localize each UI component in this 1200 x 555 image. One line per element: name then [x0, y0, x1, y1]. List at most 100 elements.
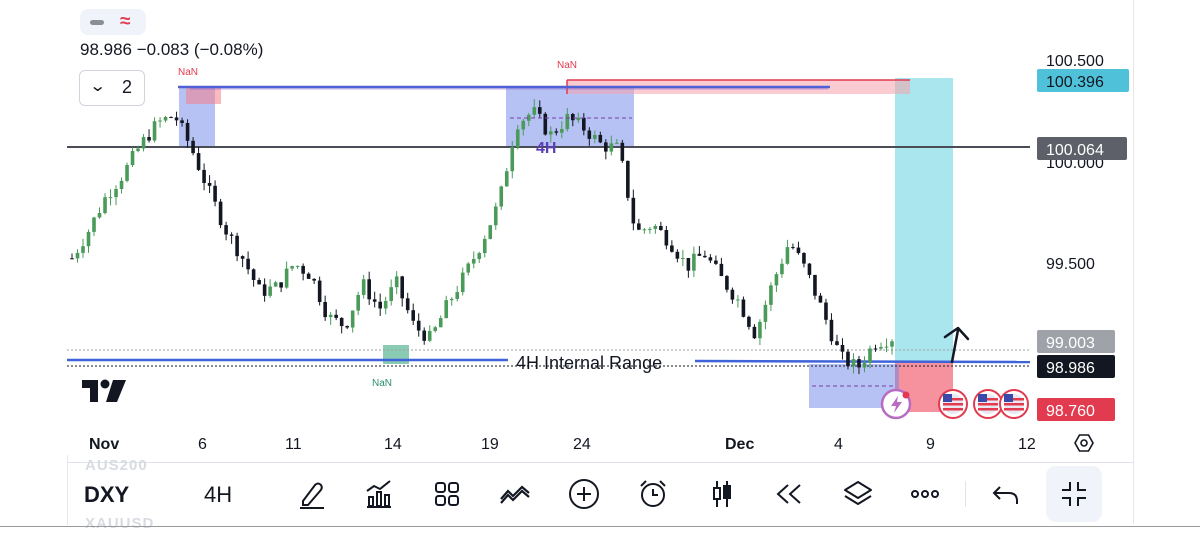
candle-body: [686, 257, 691, 271]
candle-body: [323, 301, 327, 318]
badge-100396[interactable]: 100.396: [1037, 69, 1129, 92]
more-options-icon[interactable]: [908, 477, 942, 511]
indicator-visibility-toggle[interactable]: ≈: [80, 9, 146, 35]
add-plus-icon[interactable]: [567, 477, 601, 511]
bottom-toolbar: AUS200 DXY XAUUSD 4H: [67, 457, 1133, 532]
badge-98986[interactable]: 98.986: [1037, 355, 1115, 378]
symbol-button[interactable]: DXY: [84, 482, 130, 507]
candle-body: [169, 117, 173, 119]
candle-body: [565, 114, 570, 130]
order-block-left-red[interactable]: [186, 88, 221, 104]
candle-body: [587, 130, 592, 139]
long-position-target-zone[interactable]: [895, 78, 953, 362]
candle-body: [763, 304, 768, 322]
candle-body: [438, 318, 443, 328]
indicators-icon[interactable]: [362, 477, 396, 511]
flash-event-icon[interactable]: [880, 388, 912, 420]
candle-body: [372, 299, 377, 302]
candle-body: [736, 299, 740, 301]
screenshot-divider: [0, 526, 1200, 527]
candle-body: [444, 300, 449, 319]
us-economic-event-icon[interactable]: [999, 389, 1029, 419]
candle-body: [548, 131, 553, 135]
candle-body: [829, 319, 834, 342]
candle-body: [229, 234, 234, 236]
candle-body: [290, 266, 294, 269]
candle-body: [851, 359, 856, 367]
undo-icon[interactable]: [989, 477, 1023, 511]
candle-body: [284, 268, 289, 288]
badge-100064[interactable]: 100.064: [1037, 137, 1127, 160]
badge-98760[interactable]: 98.760: [1037, 398, 1115, 421]
us-economic-event-icon[interactable]: [973, 389, 1003, 419]
svg-text:98.986: 98.986: [1046, 360, 1095, 377]
candle-body: [840, 344, 845, 352]
candle-body: [130, 151, 135, 166]
candle-body: [604, 142, 608, 152]
candle-body: [807, 263, 812, 275]
replay-rewind-icon[interactable]: [772, 477, 806, 511]
candle-body: [741, 299, 746, 317]
chart-settings-icon[interactable]: [1074, 434, 1094, 452]
candle-body: [97, 213, 102, 218]
candle-body: [526, 114, 531, 121]
us-economic-event-icon[interactable]: [938, 389, 968, 419]
hide-icon: [90, 20, 104, 25]
candle-body: [196, 153, 201, 170]
candle-body: [114, 188, 118, 198]
legend-collapse-button[interactable]: ⌄ 2: [79, 70, 145, 106]
candle-body: [141, 137, 146, 149]
candle-body: [356, 294, 360, 311]
candle-body: [361, 279, 366, 295]
compare-symbols-icon[interactable]: [498, 477, 532, 511]
candle-body: [576, 117, 581, 121]
candle-body: [262, 284, 267, 296]
alarm-clock-icon[interactable]: [636, 477, 670, 511]
internal-range-line-right[interactable]: [694, 359, 1031, 364]
candle-body: [504, 171, 509, 187]
candle-body: [488, 225, 493, 239]
candle-body: [620, 142, 625, 161]
candle-body: [543, 113, 548, 135]
candle-body: [780, 263, 784, 275]
drawing-pen-icon[interactable]: [295, 477, 329, 511]
candle-body: [328, 314, 333, 318]
candle-body: [103, 197, 107, 214]
candlestick-series: [70, 99, 894, 375]
candle-body: [664, 230, 669, 246]
exit-fullscreen-button[interactable]: [1046, 466, 1102, 522]
candle-body: [427, 330, 432, 341]
candle-body: [108, 197, 113, 199]
collapse-fullscreen-icon: [1062, 482, 1086, 506]
x-tick-4: 4: [834, 436, 843, 453]
candle-body: [626, 160, 630, 198]
candle-body: [180, 120, 184, 123]
layers-icon[interactable]: [841, 477, 875, 511]
badge-99003[interactable]: 99.003: [1037, 330, 1115, 353]
candle-body: [471, 258, 476, 264]
candle-body: [835, 341, 839, 345]
candle-body: [670, 245, 674, 252]
candle-body: [411, 310, 416, 321]
candle-body: [455, 292, 460, 299]
candle-body: [235, 235, 239, 257]
candle-body: [725, 276, 729, 290]
candle-body: [312, 278, 316, 281]
internal-range-label[interactable]: 4H Internal Range: [516, 353, 662, 373]
candle-body: [609, 143, 614, 152]
layout-grid-icon[interactable]: [430, 477, 464, 511]
candle-body: [719, 263, 724, 277]
interval-button[interactable]: 4H: [204, 482, 233, 507]
candle-body: [416, 320, 421, 331]
candles-chart-type-icon[interactable]: [705, 477, 739, 511]
candle-body: [306, 273, 311, 279]
candle-body: [659, 225, 663, 231]
candle-body: [389, 287, 393, 301]
candle-body: [493, 206, 498, 226]
candle-body: [268, 286, 272, 296]
bullish-arrow[interactable]: [943, 326, 970, 364]
candle-body: [367, 279, 371, 300]
candle-body: [890, 341, 894, 347]
candle-body: [730, 289, 735, 300]
